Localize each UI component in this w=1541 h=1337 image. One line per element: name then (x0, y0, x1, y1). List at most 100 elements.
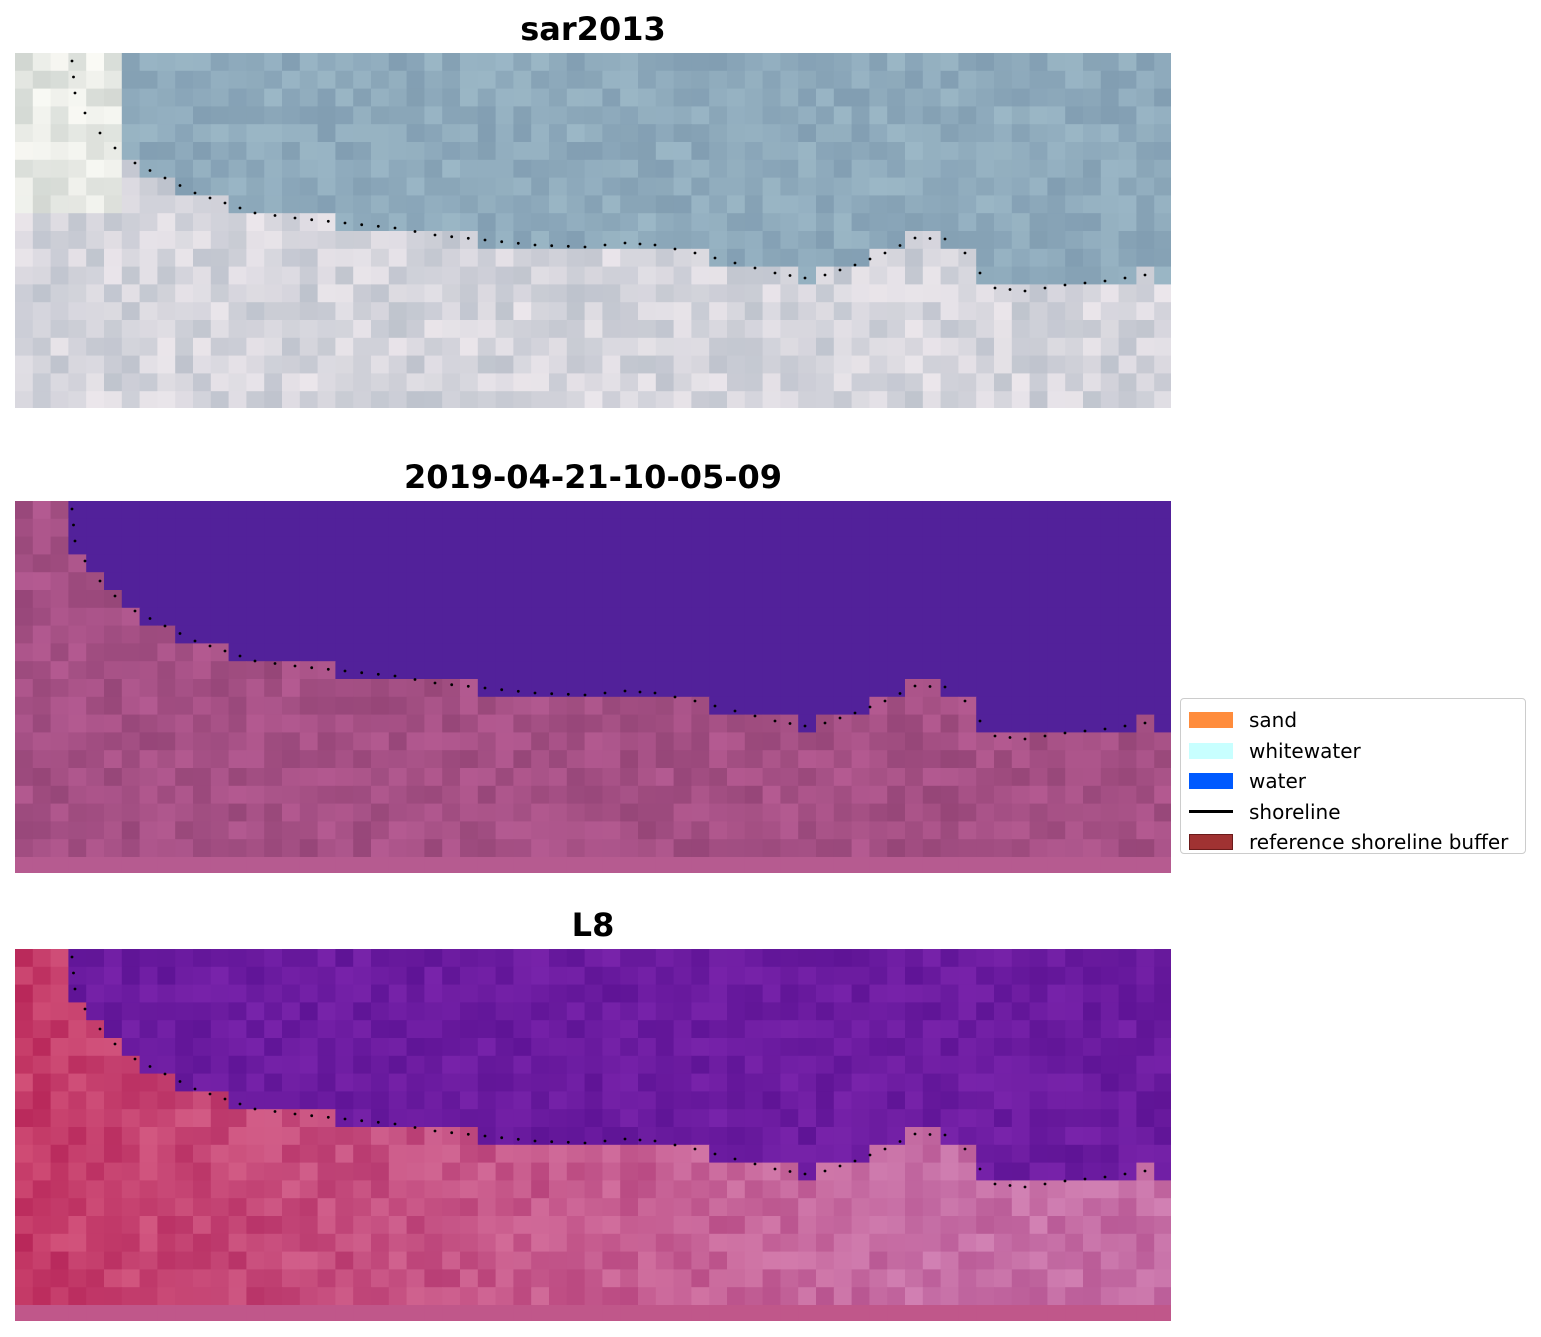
shoreline-point (753, 714, 757, 718)
shoreline-point (1083, 1177, 1087, 1181)
shoreline-point (693, 699, 697, 703)
shoreline-point (823, 1169, 827, 1173)
shoreline-point (1008, 1184, 1012, 1187)
shoreline-point (360, 1119, 364, 1123)
shoreline-point (516, 1137, 520, 1141)
panel-title-3: L8 (571, 906, 615, 944)
shoreline-point (788, 274, 792, 277)
shoreline-point (273, 214, 277, 217)
shoreline-point (788, 1170, 792, 1173)
shoreline-point (838, 268, 842, 272)
shoreline-point (72, 75, 75, 79)
shoreline-point (583, 693, 587, 697)
shoreline-point (1023, 737, 1027, 741)
shoreline-point (326, 1115, 330, 1119)
shoreline-point (638, 242, 642, 246)
shoreline-point (733, 1157, 737, 1161)
shoreline-point (1123, 276, 1127, 280)
shoreline-point (253, 1107, 257, 1111)
shoreline-point (943, 1133, 947, 1137)
shoreline-point (713, 704, 717, 708)
shoreline-point (868, 705, 872, 709)
shoreline-point (516, 689, 520, 693)
shoreline-point (1063, 283, 1067, 287)
shoreline-point (1023, 1185, 1027, 1189)
shoreline-point (133, 609, 137, 613)
legend-item-shoreline: shoreline (1189, 797, 1517, 828)
shoreline-point (73, 987, 77, 991)
shoreline-point (1143, 721, 1147, 725)
shoreline-point (773, 1167, 777, 1171)
shoreline-point (208, 196, 212, 200)
shoreline-point (898, 244, 902, 247)
shoreline-point (993, 734, 997, 738)
shoreline-point (1023, 289, 1027, 293)
shoreline-point (1143, 273, 1147, 277)
shoreline-point (773, 719, 777, 723)
shoreline-point (113, 594, 117, 598)
reference-buffer-swatch (1189, 834, 1233, 851)
shoreline-point (113, 1042, 117, 1046)
shoreline-swatch (1189, 810, 1233, 814)
shoreline-point (603, 1139, 607, 1143)
shoreline-point (500, 688, 504, 692)
shoreline-point (253, 659, 257, 663)
shoreline-point (433, 681, 437, 685)
shoreline-point (223, 1097, 227, 1101)
shoreline-point (913, 1132, 917, 1136)
shoreline-point (788, 722, 792, 725)
shoreline-point (978, 1167, 982, 1171)
shoreline-point (773, 271, 777, 275)
classified-image (15, 501, 1171, 873)
shoreline-point (273, 1110, 277, 1113)
shoreline-point (978, 719, 982, 723)
shoreline-point (883, 699, 887, 703)
shoreline-point (193, 1087, 197, 1091)
shoreline-point (823, 721, 827, 725)
legend-item-water: water (1189, 766, 1517, 797)
shoreline-point (360, 223, 364, 227)
shoreline-point (533, 1139, 537, 1143)
legend: sand whitewater water shoreline referenc… (1180, 698, 1526, 854)
shoreline-point (673, 695, 677, 699)
shoreline-point (838, 716, 842, 720)
shoreline-point (466, 236, 470, 240)
shoreline-point (208, 644, 212, 648)
shoreline-point (943, 237, 947, 241)
shoreline-point (163, 176, 167, 180)
shoreline-point (326, 667, 330, 671)
image-panel-classified (15, 501, 1171, 873)
shoreline-point (693, 251, 697, 255)
shoreline-point (393, 1122, 397, 1126)
shoreline-point (393, 226, 397, 230)
shoreline-point (326, 219, 330, 223)
shoreline-point (623, 689, 627, 693)
shoreline-point (978, 271, 982, 275)
shoreline-point (98, 579, 102, 583)
shoreline-point (713, 256, 717, 260)
shoreline-point (193, 191, 197, 195)
shoreline-point (273, 662, 277, 665)
shoreline-point (178, 1080, 182, 1083)
shoreline-point (638, 690, 642, 694)
shoreline-point (533, 691, 537, 695)
shoreline-point (1103, 1175, 1107, 1179)
panel-title-2: 2019-04-21-10-05-09 (403, 458, 783, 496)
shoreline-point (238, 206, 242, 210)
shoreline-point (376, 224, 380, 228)
shoreline-point (1008, 736, 1012, 739)
panel-title-1: sar2013 (520, 10, 666, 48)
shoreline-point (1008, 288, 1012, 291)
shoreline-point (673, 247, 677, 251)
shoreline-point (928, 685, 932, 688)
shoreline-point (466, 1132, 470, 1136)
shoreline-point (483, 686, 487, 690)
shoreline-point (223, 649, 227, 653)
shoreline-point (163, 1072, 167, 1076)
shoreline-point (70, 955, 74, 959)
shoreline-point (853, 711, 857, 715)
shoreline-point (753, 1162, 757, 1166)
image-panel-index (15, 949, 1171, 1321)
shoreline-point (343, 1117, 347, 1121)
shoreline-point (913, 236, 917, 240)
